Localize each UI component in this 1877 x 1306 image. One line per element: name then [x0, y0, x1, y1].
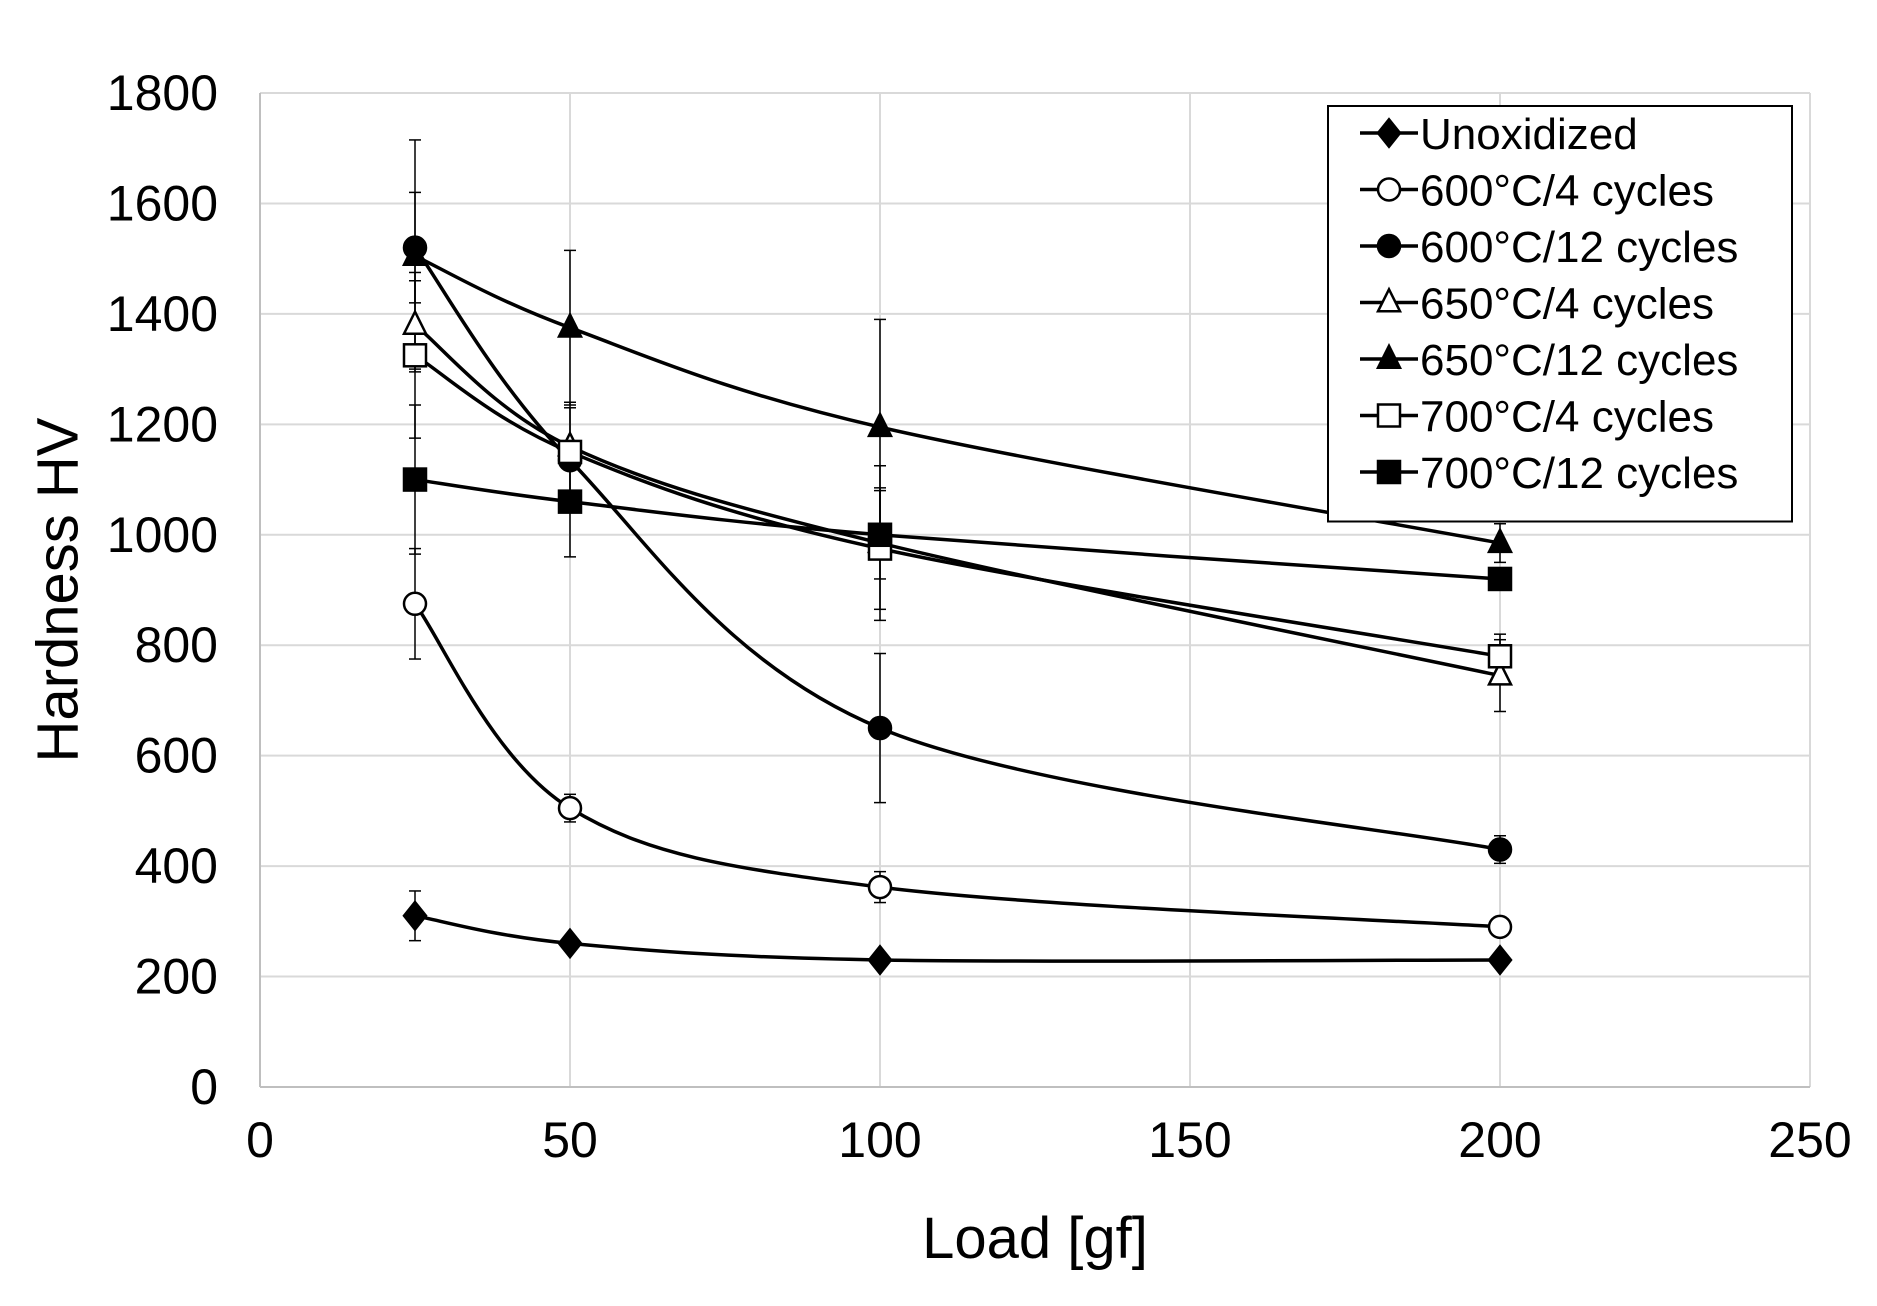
- legend-entry-650-c-4-cycles: 650°C/4 cycles: [1360, 280, 1714, 329]
- data-point-700-c-4-cycles: [1487, 644, 1513, 669]
- legend-marker: [1376, 403, 1402, 428]
- data-point-unoxidized: [1487, 944, 1513, 976]
- data-point-unoxidized: [402, 900, 428, 932]
- legend-label: Unoxidized: [1420, 110, 1638, 159]
- x-tick-label: 50: [542, 1112, 598, 1168]
- legend-entry-600-c-4-cycles: 600°C/4 cycles: [1360, 167, 1714, 216]
- tick-labels: 0 200 400 600 800 1000 1200 1400 1600 1800 0 50 100 1…: [107, 65, 1852, 1168]
- x-tick-label: 150: [1148, 1112, 1231, 1168]
- data-point-600-c-4-cycles: [402, 591, 428, 617]
- legend-marker: [1376, 177, 1402, 202]
- legend: Unoxidized 600°C/4 cycles 600°C/12 cycles 6…: [1327, 105, 1793, 523]
- y-axis-title: Hardness HV: [25, 417, 90, 762]
- legend-marker: [1376, 459, 1402, 485]
- legend-label: 650°C/4 cycles: [1420, 280, 1714, 329]
- y-tick-label: 1000: [107, 507, 218, 563]
- x-axis-title: Load [gf]: [922, 1206, 1148, 1271]
- legend-entry-650-c-12-cycles: 650°C/12 cycles: [1360, 336, 1738, 385]
- y-tick-label: 1200: [107, 396, 218, 452]
- data-point-650-c-12-cycles: [1486, 527, 1514, 554]
- x-tick-label: 200: [1458, 1112, 1541, 1168]
- data-point-650-c-4-cycles: [1486, 659, 1514, 686]
- legend-marker: [1376, 233, 1402, 259]
- data-point-600-c-4-cycles: [557, 795, 583, 821]
- data-markers: [401, 235, 1514, 976]
- series-line-700-c-4-cycles: [414, 353, 1501, 658]
- y-tick-label: 1800: [107, 65, 218, 121]
- data-point-700-c-4-cycles: [402, 343, 428, 368]
- series-line-600-c-4-cycles: [413, 602, 1501, 929]
- data-point-600-c-4-cycles: [867, 874, 893, 900]
- data-point-600-c-4-cycles: [1487, 914, 1513, 940]
- y-tick-label: 200: [135, 949, 218, 1005]
- legend-label: 650°C/12 cycles: [1420, 336, 1738, 385]
- legend-marker: [1375, 343, 1403, 370]
- y-tick-label: 600: [135, 728, 218, 784]
- legend-marker: [1375, 286, 1403, 313]
- legend-entry-700-c-12-cycles: 700°C/12 cycles: [1360, 449, 1738, 498]
- series-line-600-c-12-cycles: [413, 246, 1501, 852]
- data-point-650-c-4-cycles: [401, 308, 429, 335]
- legend-entry-700-c-4-cycles: 700°C/4 cycles: [1360, 393, 1714, 442]
- series-line-650-c-12-cycles: [414, 254, 1501, 545]
- legend-entry-unoxidized: Unoxidized: [1360, 110, 1638, 159]
- legend-marker: [1376, 117, 1402, 149]
- series-lines: [413, 246, 1501, 963]
- data-point-unoxidized: [867, 944, 893, 976]
- x-tick-label: 0: [246, 1112, 274, 1168]
- data-point-600-c-12-cycles: [1487, 837, 1513, 862]
- legend-label: 700°C/12 cycles: [1420, 449, 1738, 498]
- data-point-700-c-12-cycles: [867, 522, 893, 548]
- data-point-unoxidized: [557, 927, 583, 960]
- series-line-700-c-12-cycles: [414, 477, 1501, 581]
- legend-label: 600°C/12 cycles: [1420, 223, 1738, 272]
- y-tick-label: 1400: [107, 286, 218, 342]
- data-point-700-c-12-cycles: [402, 467, 428, 492]
- y-tick-label: 0: [190, 1059, 218, 1115]
- data-point-700-c-4-cycles: [557, 439, 583, 465]
- data-point-700-c-12-cycles: [1487, 566, 1513, 592]
- data-point-650-c-12-cycles: [866, 411, 894, 438]
- y-tick-label: 1600: [107, 175, 218, 231]
- y-tick-label: 400: [135, 838, 218, 894]
- x-tick-label: 100: [838, 1112, 921, 1168]
- series-line-unoxidized: [414, 914, 1501, 963]
- legend-entry-600-c-12-cycles: 600°C/12 cycles: [1360, 223, 1738, 272]
- data-point-650-c-12-cycles: [401, 239, 429, 266]
- legend-label: 700°C/4 cycles: [1420, 393, 1714, 442]
- data-point-650-c-12-cycles: [556, 311, 584, 338]
- legend-box: [1327, 105, 1793, 523]
- series-line-650-c-4-cycles: [413, 323, 1501, 678]
- axes: [259, 93, 1810, 1088]
- y-tick-label: 800: [135, 617, 218, 673]
- x-tick-label: 250: [1768, 1112, 1851, 1168]
- legend-label: 600°C/4 cycles: [1420, 167, 1714, 216]
- data-point-700-c-12-cycles: [557, 489, 583, 514]
- data-point-600-c-12-cycles: [867, 715, 893, 741]
